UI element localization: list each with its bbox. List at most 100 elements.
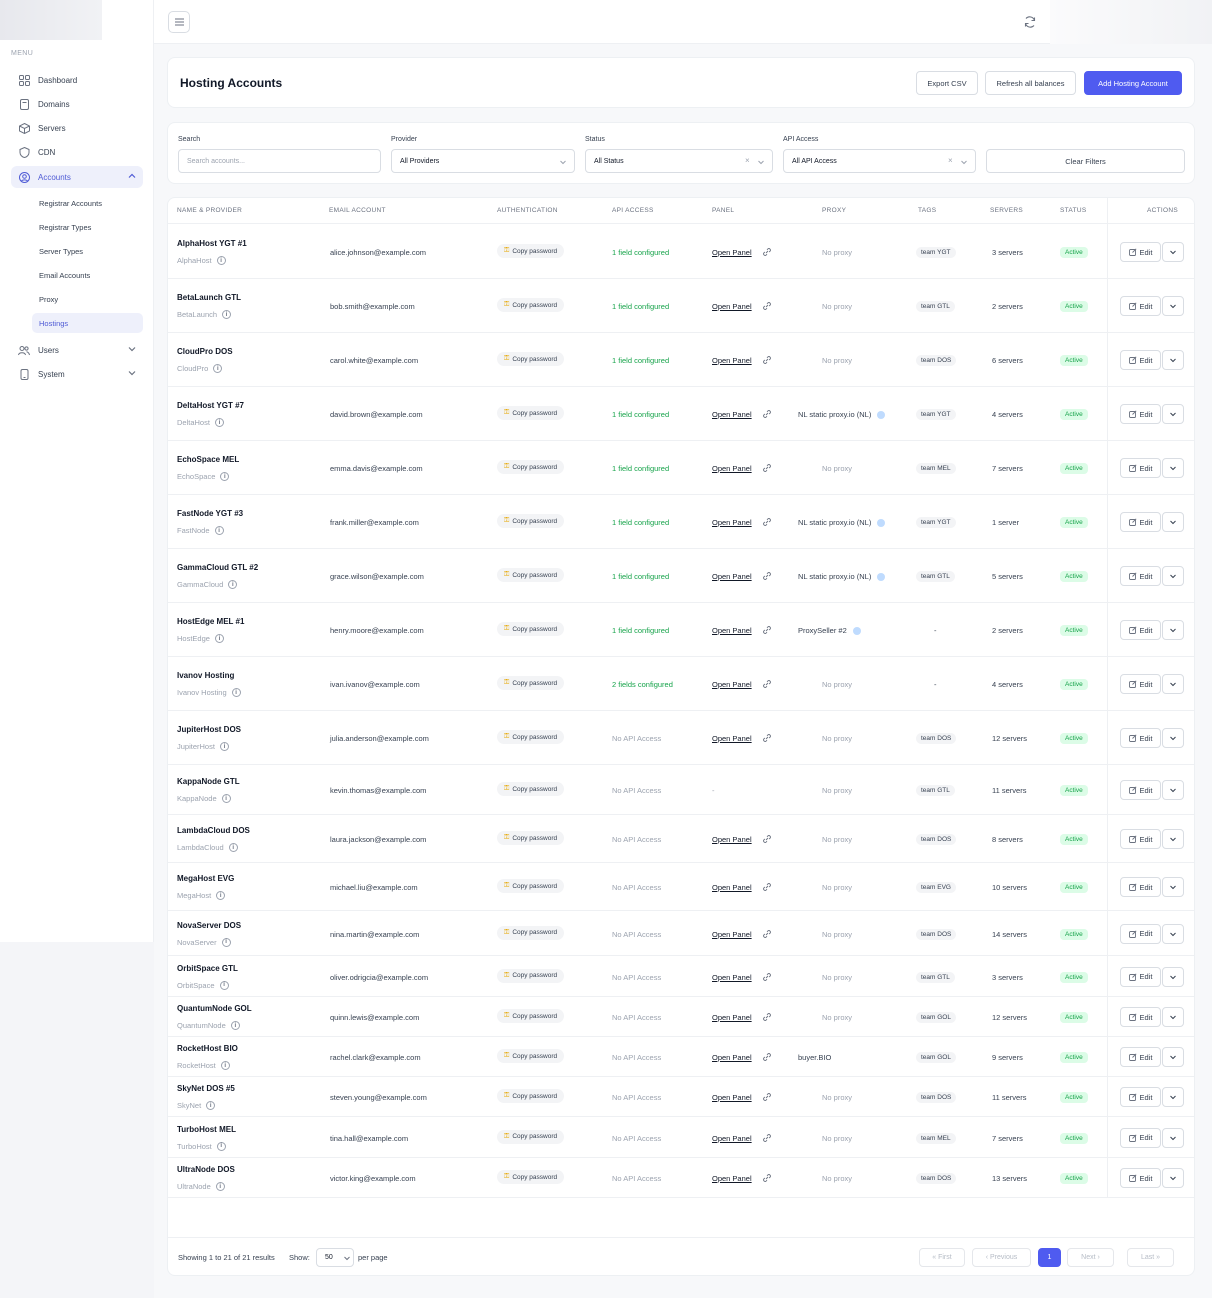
info-icon[interactable]: i (214, 418, 224, 427)
more-actions-button[interactable] (1162, 620, 1184, 640)
external-link-icon[interactable] (763, 626, 771, 634)
edit-button[interactable]: Edit (1120, 350, 1161, 370)
edit-button[interactable]: Edit (1120, 923, 1161, 944)
external-link-icon[interactable] (763, 1174, 771, 1182)
refresh-icon[interactable] (1023, 15, 1037, 29)
edit-button[interactable]: Edit (1120, 1127, 1161, 1148)
info-icon[interactable]: i (228, 843, 238, 852)
more-actions-button[interactable] (1162, 566, 1184, 586)
copy-link-button[interactable] (763, 734, 771, 744)
nav-domains[interactable]: Domains (11, 93, 143, 115)
copy-link-button[interactable] (763, 626, 771, 636)
next-page-button[interactable]: Next › (1067, 1248, 1114, 1267)
info-icon[interactable]: i (216, 891, 226, 900)
open-panel-link[interactable]: Open Panel (712, 1174, 752, 1183)
copy-link-button[interactable] (763, 302, 771, 312)
edit-button[interactable]: Edit (1120, 966, 1161, 987)
info-icon[interactable]: i (214, 634, 224, 643)
edit-button[interactable]: Edit (1120, 404, 1161, 424)
open-panel-link[interactable]: Open Panel (712, 248, 752, 257)
sub-registrar-types[interactable]: Registrar Types (39, 222, 92, 232)
copy-password-button[interactable]: ⚿ Copy password (497, 925, 565, 940)
copy-password-button[interactable]: ⚿ Copy password (497, 622, 565, 636)
external-link-icon[interactable] (763, 1133, 771, 1142)
more-actions-button[interactable] (1162, 1087, 1184, 1107)
copy-link-button[interactable] (763, 1053, 771, 1063)
open-panel-link[interactable]: Open Panel (712, 680, 752, 689)
info-icon[interactable]: i (231, 688, 241, 697)
copy-password-button[interactable]: ⚿ Copy password (497, 244, 565, 258)
more-actions-button[interactable] (1162, 1007, 1184, 1027)
copy-link-button[interactable] (763, 835, 771, 845)
more-actions-button[interactable] (1162, 966, 1184, 987)
external-link-icon[interactable] (763, 734, 771, 742)
copy-link-button[interactable] (763, 518, 771, 528)
info-icon[interactable]: i (221, 794, 231, 803)
edit-button[interactable]: Edit (1120, 566, 1161, 586)
status-select[interactable]: All Status (585, 149, 773, 173)
copy-link-button[interactable] (763, 464, 771, 474)
external-link-icon[interactable] (763, 248, 771, 256)
copy-password-button[interactable]: ⚿ Copy password (497, 298, 565, 312)
open-panel-link[interactable]: Open Panel (712, 883, 752, 892)
last-page-button[interactable]: Last » (1127, 1248, 1174, 1267)
external-link-icon[interactable] (763, 883, 771, 891)
copy-link-button[interactable] (763, 1133, 771, 1144)
nav-users[interactable]: Users (11, 339, 143, 361)
edit-button[interactable]: Edit (1120, 877, 1161, 897)
external-link-icon[interactable] (763, 410, 771, 418)
edit-button[interactable]: Edit (1120, 458, 1161, 478)
nav-dashboard[interactable]: Dashboard (11, 69, 143, 91)
external-link-icon[interactable] (763, 972, 771, 981)
more-actions-button[interactable] (1162, 350, 1184, 370)
copy-password-button[interactable]: ⚿ Copy password (497, 676, 565, 690)
copy-password-button[interactable]: ⚿ Copy password (497, 406, 565, 420)
sub-server-types[interactable]: Server Types (39, 246, 84, 256)
nav-accounts[interactable]: Accounts (11, 166, 143, 188)
info-icon[interactable]: i (221, 937, 231, 947)
copy-password-button[interactable]: ⚿ Copy password (497, 782, 565, 796)
edit-button[interactable]: Edit (1120, 1007, 1161, 1027)
open-panel-link[interactable]: Open Panel (712, 572, 752, 581)
copy-link-button[interactable] (763, 972, 771, 983)
info-icon[interactable]: i (206, 1101, 216, 1110)
info-icon[interactable]: i (230, 1021, 240, 1030)
info-icon[interactable]: i (219, 742, 229, 751)
copy-password-button[interactable]: ⚿ Copy password (497, 1049, 565, 1063)
nav-servers[interactable]: Servers (11, 117, 143, 139)
info-icon[interactable]: i (220, 472, 230, 481)
external-link-icon[interactable] (763, 518, 771, 526)
api-access-select[interactable]: All API Access (783, 149, 976, 173)
copy-link-button[interactable] (763, 929, 771, 940)
copy-password-button[interactable]: ⚿ Copy password (497, 568, 565, 582)
copy-password-button[interactable]: ⚿ Copy password (497, 831, 565, 845)
open-panel-link[interactable]: Open Panel (712, 464, 752, 473)
nav-system[interactable]: System (11, 363, 143, 385)
copy-password-button[interactable]: ⚿ Copy password (497, 730, 565, 744)
copy-password-button[interactable]: ⚿ Copy password (497, 879, 565, 893)
external-link-icon[interactable] (763, 835, 771, 843)
more-actions-button[interactable] (1162, 780, 1184, 800)
per-page-select[interactable]: 50 (316, 1248, 354, 1267)
refresh-balances-button[interactable]: Refresh all balances (985, 71, 1076, 95)
edit-button[interactable]: Edit (1120, 1168, 1161, 1188)
add-hosting-account-button[interactable]: Add Hosting Account (1084, 71, 1182, 95)
open-panel-link[interactable]: Open Panel (712, 1053, 752, 1062)
open-panel-link[interactable]: Open Panel (712, 410, 752, 419)
open-panel-link[interactable]: Open Panel (712, 1093, 752, 1102)
more-actions-button[interactable] (1162, 1127, 1184, 1148)
external-link-icon[interactable] (763, 302, 771, 310)
search-input[interactable]: Search accounts... (178, 149, 381, 173)
edit-button[interactable]: Edit (1120, 512, 1161, 532)
copy-password-button[interactable]: ⚿ Copy password (497, 968, 565, 983)
first-page-button[interactable]: « First (919, 1248, 965, 1267)
copy-link-button[interactable] (763, 1013, 771, 1023)
info-icon[interactable]: i (219, 980, 229, 990)
open-panel-link[interactable]: Open Panel (712, 835, 752, 844)
info-icon[interactable]: i (222, 310, 232, 319)
clear-api-icon[interactable]: × (948, 156, 953, 165)
copy-password-button[interactable]: ⚿ Copy password (497, 1170, 565, 1184)
provider-select[interactable]: All Providers (391, 149, 575, 173)
copy-password-button[interactable]: ⚿ Copy password (497, 514, 565, 528)
external-link-icon[interactable] (763, 1053, 771, 1061)
